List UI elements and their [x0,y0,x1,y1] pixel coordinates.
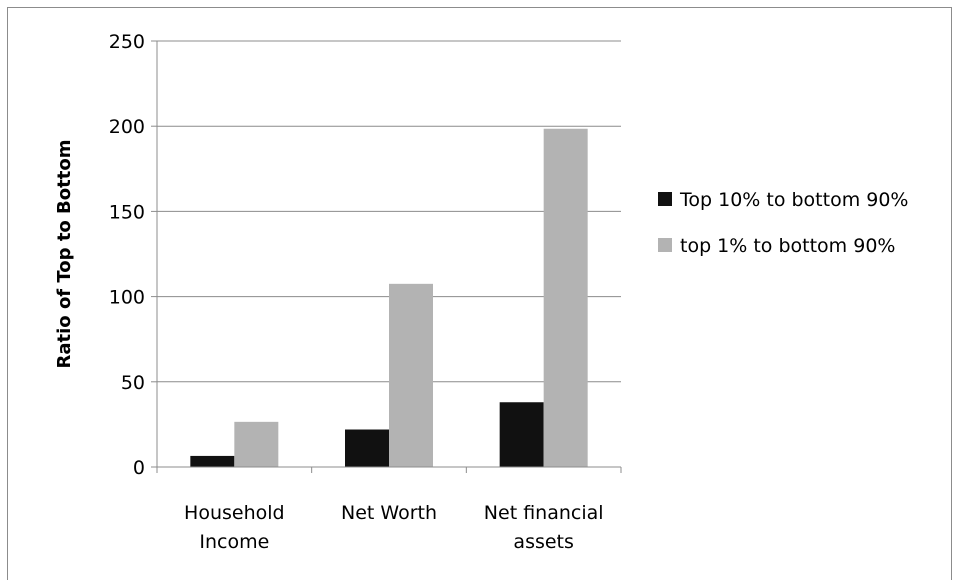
x-category-label: assets [513,531,573,553]
legend-label: top 1% to bottom 90% [680,235,895,257]
legend-swatch [658,238,672,252]
y-axis-title: Ratio of Top to Bottom [54,140,75,369]
bar-top1-1 [389,283,433,467]
legend-swatch [658,192,672,206]
legend: Top 10% to bottom 90% top 1% to bottom 90… [658,189,908,257]
bar-top10-1 [345,429,389,467]
y-axis-ticks: 0 50 100 150 200 250 [109,31,157,479]
bar-top1-0 [234,421,279,467]
y-tick-label: 150 [109,201,145,223]
y-tick-label: 200 [109,116,145,138]
y-tick-label: 100 [109,287,145,309]
x-category-label: Net Worth [341,502,437,524]
bar-top10-2 [499,402,544,467]
x-category-label: Household [184,502,285,524]
y-tick-label: 0 [133,457,145,479]
x-category-label: Income [199,531,269,553]
bar-top10-0 [190,455,235,467]
bars [190,128,588,468]
y-tick-label: 250 [109,31,145,53]
bar-top1-2 [543,128,588,468]
chart-frame [7,7,952,580]
x-axis-categories: Household Income Net Worth Net financial ass… [156,467,622,553]
y-tick-label: 50 [121,372,145,394]
x-category-label: Net financial [484,502,604,524]
legend-label: Top 10% to bottom 90% [679,189,908,211]
